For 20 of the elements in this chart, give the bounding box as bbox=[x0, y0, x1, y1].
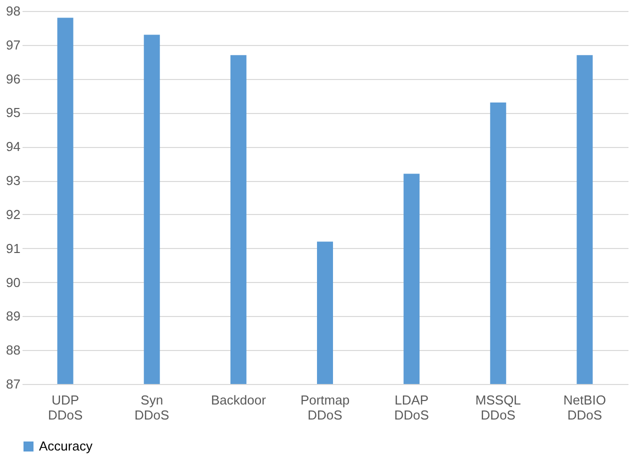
x-tick-label: Syn DDoS bbox=[134, 392, 170, 422]
x-tick-label: NetBIO DDoS bbox=[563, 392, 606, 422]
y-tick-label: 89 bbox=[6, 308, 20, 324]
x-tick-label: UDP DDoS bbox=[48, 392, 83, 422]
y-tick-label: 87 bbox=[6, 376, 20, 392]
legend-label: Accuracy bbox=[39, 438, 93, 454]
x-tick-label: MSSQL DDoS bbox=[475, 392, 521, 422]
x-tick-label: Portmap DDoS bbox=[300, 392, 350, 422]
y-tick-label: 92 bbox=[6, 206, 20, 222]
y-tick-label: 93 bbox=[6, 173, 20, 188]
y-tick-label: 91 bbox=[6, 240, 20, 256]
y-tick-label: 97 bbox=[6, 37, 20, 52]
y-tick-label: 94 bbox=[6, 139, 20, 154]
y-tick-label: 96 bbox=[6, 71, 20, 86]
y-tick-label: 98 bbox=[6, 4, 20, 18]
y-tick-label: 88 bbox=[6, 342, 20, 358]
y-tick-label: 90 bbox=[6, 274, 20, 290]
x-tick-label: Backdoor bbox=[210, 392, 267, 408]
y-tick-label: 95 bbox=[6, 105, 20, 120]
x-tick-label: LDAP DDoS bbox=[394, 392, 430, 422]
